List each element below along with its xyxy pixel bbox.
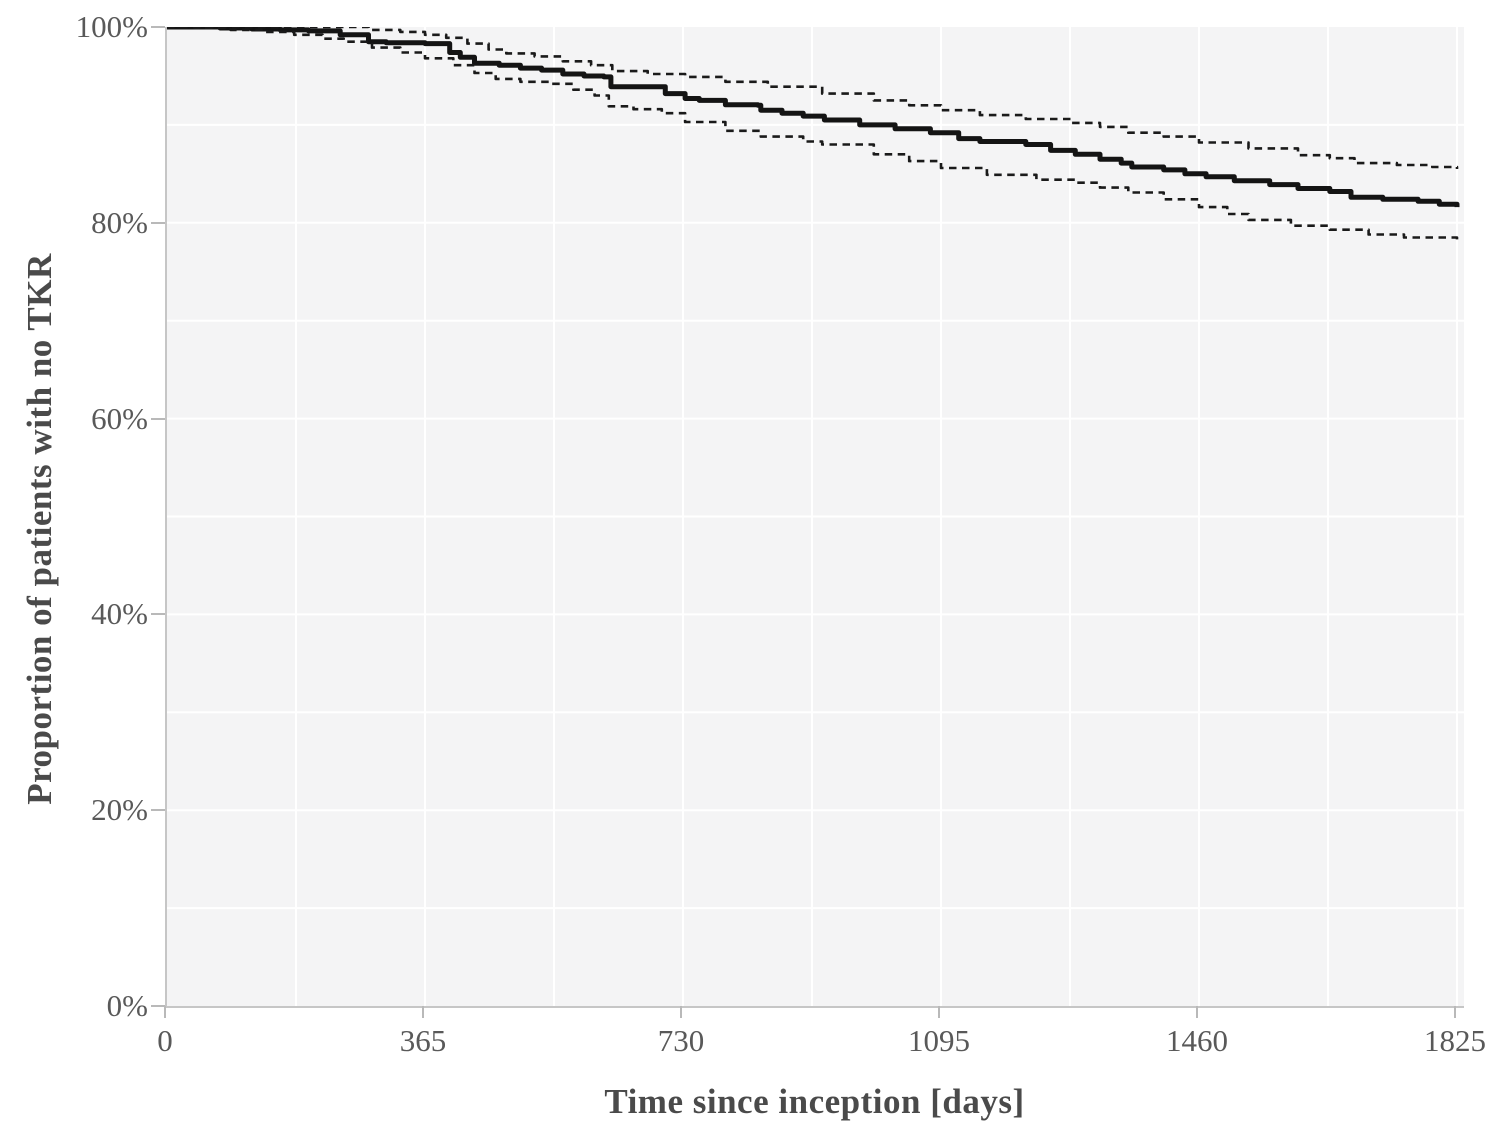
x-tick-label: 730 [657, 1023, 705, 1058]
x-tick-mark [938, 1006, 940, 1018]
ci-lower-line [167, 27, 1459, 240]
y-tick-mark [151, 613, 165, 616]
plot-area [165, 27, 1464, 1008]
y-axis-title: Proportion of patients with no TKR [20, 253, 59, 805]
y-tick-mark [151, 809, 165, 812]
y-tick-mark [151, 417, 165, 420]
km-survival-line [167, 27, 1460, 208]
x-tick-label: 1825 [1424, 1023, 1486, 1058]
x-tick-mark [1196, 1006, 1198, 1018]
x-tick-mark [1454, 1006, 1456, 1018]
x-axis-title: Time since inception [days] [604, 1082, 1025, 1121]
y-tick-label: 100% [75, 9, 148, 44]
y-tick-label: 60% [91, 400, 148, 436]
y-tick-label: 80% [91, 204, 148, 240]
y-tick-mark [151, 1005, 165, 1007]
y-tick-label: 20% [91, 792, 148, 828]
x-tick-mark [422, 1006, 424, 1018]
x-tick-mark [164, 1006, 166, 1018]
y-tick-label: 40% [91, 596, 148, 632]
x-tick-label: 1460 [1166, 1023, 1228, 1058]
chart-canvas [167, 27, 1464, 1006]
x-tick-label: 1095 [908, 1023, 970, 1058]
x-tick-label: 0 [157, 1023, 173, 1058]
y-tick-mark [151, 26, 165, 28]
y-tick-label: 0% [106, 988, 148, 1023]
ci-upper-line [167, 27, 1459, 169]
x-tick-mark [680, 1006, 682, 1018]
x-tick-label: 365 [399, 1023, 447, 1058]
y-tick-mark [151, 221, 165, 224]
